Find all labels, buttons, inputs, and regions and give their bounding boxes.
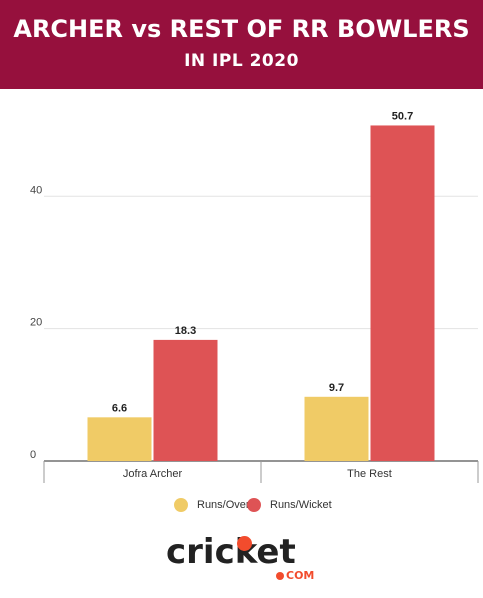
x-tick-label-1: Jofra Archer (123, 468, 183, 480)
y-tick-label-0: 0 (30, 449, 36, 461)
bar-runs-over-2 (304, 396, 369, 461)
data-label-runs-over-2: 9.7 (329, 382, 344, 394)
y-tick-label-40: 40 (30, 184, 42, 196)
legend-swatch-runs-over (174, 498, 188, 512)
chart-title: ARCHER vs REST OF RR BOWLERS (13, 15, 470, 43)
legend-swatch-runs-wicket (247, 498, 261, 512)
logo-suffix: COM (286, 569, 315, 582)
legend-label-runs-wicket: Runs/Wicket (270, 499, 332, 511)
y-tick-label-20: 20 (30, 317, 42, 329)
bar-runs-over-1 (87, 417, 152, 461)
cricket-com-logo: cricket COM (0, 528, 483, 588)
legend-label-runs-over: Runs/Over (197, 499, 250, 511)
chart-legend: Runs/Over Runs/Wicket (0, 498, 483, 518)
legend-item-runs-over: Runs/Over (174, 498, 250, 512)
bar-runs-wicket-2 (370, 125, 435, 461)
data-label-runs-over-1: 6.6 (112, 402, 127, 414)
bar-runs-wicket-1 (153, 339, 218, 461)
cricket-ball-icon (237, 536, 252, 551)
x-tick-label-2: The Rest (347, 468, 392, 480)
logo-wordmark: cricket (166, 532, 296, 572)
chart-subtitle: IN IPL 2020 (184, 51, 299, 71)
chart-header: ARCHER vs REST OF RR BOWLERS IN IPL 2020 (0, 0, 483, 89)
data-label-runs-wicket-1: 18.3 (175, 325, 196, 337)
logo-dot-icon (276, 572, 284, 580)
legend-item-runs-wicket: Runs/Wicket (247, 498, 332, 512)
bar-chart: 0 20 40 6.6 18.3 Jofra Archer 9.7 50.7 The Rest (30, 110, 479, 483)
data-label-runs-wicket-2: 50.7 (392, 110, 413, 122)
